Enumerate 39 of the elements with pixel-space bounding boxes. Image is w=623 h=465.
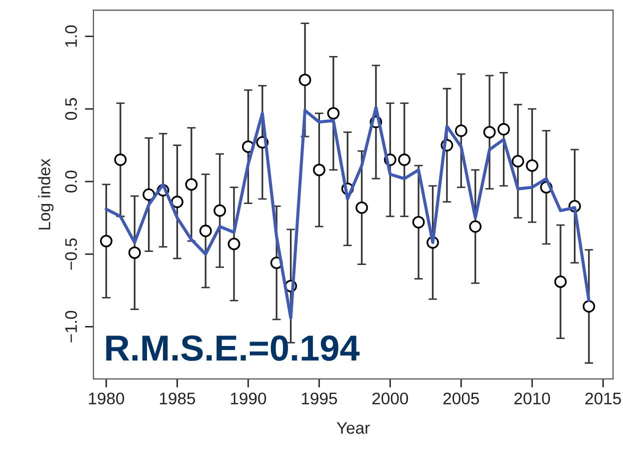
point (412, 216, 425, 228)
annotation: R.M.S.E.=0.194 (106, 335, 360, 361)
point (469, 220, 482, 233)
x-tick-label: 2010 (514, 392, 550, 404)
point (128, 246, 141, 259)
y-tick-label: 0.5 (65, 98, 77, 120)
point (327, 107, 340, 120)
point (170, 196, 184, 208)
point (114, 154, 127, 166)
point (312, 164, 326, 176)
point (185, 178, 198, 191)
point (512, 155, 524, 168)
point (554, 275, 567, 288)
x-tick-label: 2005 (443, 392, 479, 404)
y-tick-label: −1.0 (65, 310, 77, 342)
point (454, 124, 468, 137)
x-axis-title: Year (336, 422, 370, 434)
point (298, 74, 312, 86)
x-tick-label: 1995 (302, 392, 338, 404)
point (214, 204, 226, 217)
y-tick-label: 0.0 (65, 170, 77, 192)
x-tick-label: 1985 (160, 392, 196, 404)
point (356, 201, 368, 214)
point (526, 159, 538, 172)
point (199, 224, 212, 238)
point (498, 123, 510, 136)
y-tick-label: −0.5 (65, 238, 77, 270)
point (100, 234, 112, 248)
y-tick-label: 1.0 (65, 25, 77, 47)
point (483, 126, 496, 138)
x-tick-label: 1980 (88, 392, 124, 404)
point (142, 188, 156, 201)
x-tick-label: 2000 (372, 392, 408, 404)
point (228, 238, 240, 250)
point (582, 300, 596, 313)
x-tick-label: 1990 (230, 392, 266, 404)
point (398, 154, 411, 166)
y-axis-title: Log index (38, 158, 54, 230)
x-tick-label: 2015 (585, 392, 621, 404)
